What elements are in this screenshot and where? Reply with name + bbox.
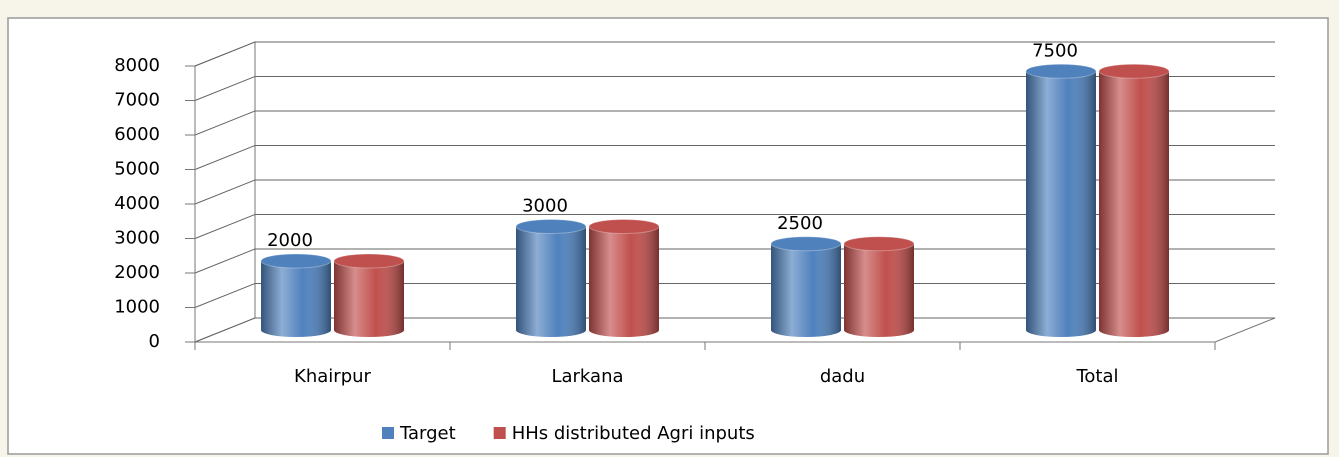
bar-top — [333, 253, 405, 269]
legend-swatch — [493, 427, 506, 439]
bar-shading — [516, 226, 586, 337]
legend-swatch — [382, 427, 394, 439]
y-tick-label: 4000 — [114, 193, 160, 214]
y-tick-label: 1000 — [114, 297, 160, 318]
y-tick-label: 3000 — [114, 228, 160, 249]
y-tick-label: 8000 — [114, 55, 160, 76]
legend-label: HHs distributed Agri inputs — [512, 423, 755, 444]
grid-line — [194, 179, 1275, 205]
bar-shading — [1099, 71, 1169, 337]
x-tick-label: dadu — [820, 366, 865, 387]
walls: 0 1000 2000 3000 4000 5000 6000 7000 8000 — [114, 41, 1276, 352]
bar-top — [770, 236, 842, 252]
x-tick-label: Khairpur — [294, 366, 371, 387]
y-tick-label: 2000 — [114, 262, 160, 283]
bar-shading — [1026, 71, 1096, 337]
y-tick-label: 6000 — [114, 124, 160, 145]
bar-shading — [771, 243, 841, 337]
bar-shading — [334, 261, 404, 337]
data-label: 2000 — [267, 230, 313, 251]
data-label: 7500 — [1032, 40, 1078, 61]
x-tick-label: Total — [1075, 366, 1118, 387]
grid-line — [194, 248, 1275, 274]
bar-top — [515, 219, 587, 234]
grid-line — [194, 317, 1275, 343]
bar-shading — [589, 226, 659, 337]
grid-line — [194, 76, 1275, 101]
y-tick-label: 0 — [149, 331, 160, 352]
data-label: 2500 — [777, 213, 823, 234]
grid-line — [194, 145, 1275, 170]
x-tick-label: Larkana — [551, 366, 623, 387]
grid-line — [194, 283, 1275, 308]
bar-top — [1025, 63, 1097, 79]
y-tick-label: 7000 — [114, 90, 160, 111]
grid-line — [194, 41, 1275, 67]
grid-line — [194, 214, 1275, 239]
legend-label: Target — [399, 423, 456, 444]
grid-line — [194, 110, 1275, 136]
y-tick-label: 5000 — [114, 159, 160, 180]
data-label: 3000 — [522, 196, 568, 217]
bar-top — [1098, 63, 1170, 79]
bar-shading — [261, 261, 331, 337]
marks: Khairpur 2000 Larkana 3000 dadu 2500 Total 7500… — [260, 40, 1170, 444]
bar-top — [843, 236, 915, 252]
bar-shading — [844, 243, 914, 337]
bar-top — [588, 219, 660, 234]
bar-top — [260, 253, 332, 269]
